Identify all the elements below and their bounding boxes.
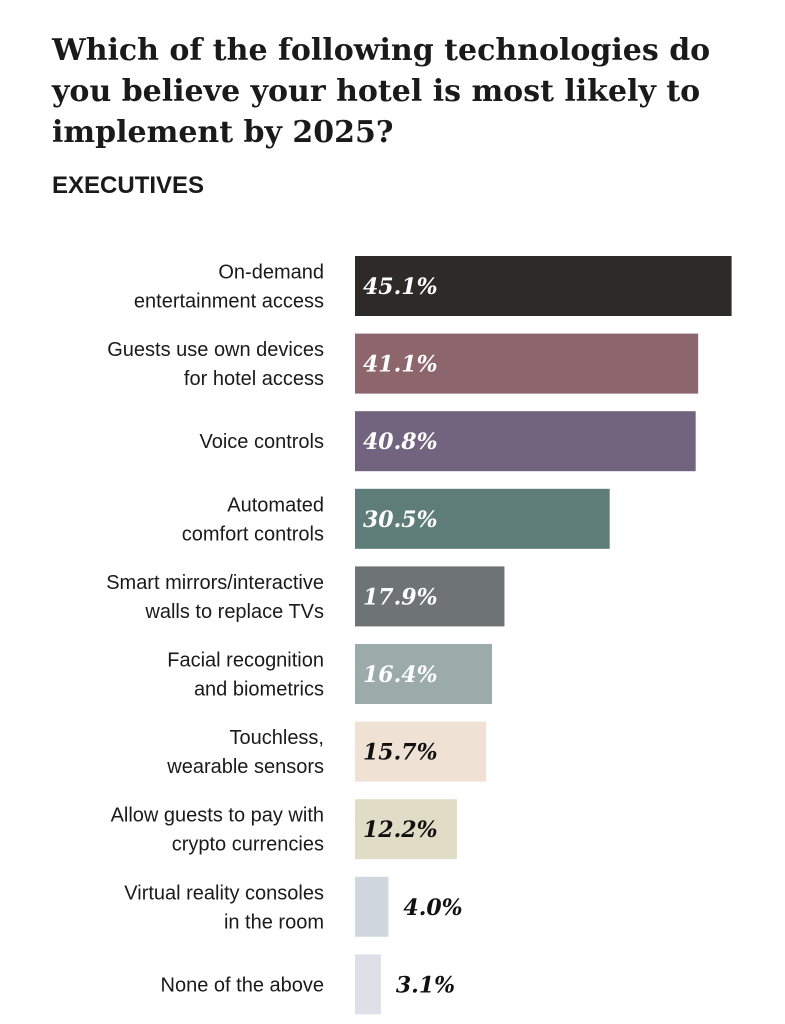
category-label: Virtual reality consoles <box>124 882 324 904</box>
bar-value-label: 16.4% <box>363 662 438 688</box>
bar <box>355 333 699 394</box>
chart-title: Which of the following technologies do y… <box>52 33 711 150</box>
category-label: in the room <box>224 911 324 933</box>
bar <box>355 876 389 937</box>
category-label: Smart mirrors/interactive <box>106 572 324 594</box>
category-label: entertainment access <box>134 291 324 313</box>
category-label: On-demand <box>218 262 324 284</box>
bar-value-label: 45.1% <box>363 274 438 300</box>
category-label: crypto currencies <box>172 834 324 856</box>
bar-value-label: 4.0% <box>403 895 462 921</box>
bar-value-label: 30.5% <box>363 507 438 533</box>
category-label: Automated <box>227 494 324 516</box>
bar-value-label: 17.9% <box>363 584 438 610</box>
category-label: walls to replace TVs <box>144 601 324 623</box>
category-label: wearable sensors <box>166 756 324 778</box>
bar <box>355 256 732 316</box>
category-label: comfort controls <box>182 523 324 545</box>
category-label: Guests use own devices <box>107 339 324 361</box>
category-label: for hotel access <box>184 368 324 390</box>
bar-value-label: 40.8% <box>363 429 438 455</box>
category-label: None of the above <box>161 974 324 996</box>
category-label: Touchless, <box>230 727 325 749</box>
bar-value-label: 41.1% <box>363 352 438 378</box>
bar-value-label: 15.7% <box>363 740 438 766</box>
bar-value-label: 12.2% <box>363 817 438 843</box>
category-label: Voice controls <box>199 431 324 453</box>
category-label: Allow guests to pay with <box>111 805 324 827</box>
chart-subtitle: EXECUTIVES <box>52 172 205 199</box>
bar <box>355 799 457 860</box>
bar <box>355 411 696 472</box>
bar-value-label: 3.1% <box>396 972 455 998</box>
bar <box>355 644 492 704</box>
category-label: and biometrics <box>194 679 324 701</box>
bar <box>355 566 505 627</box>
bar <box>355 721 487 782</box>
bar <box>355 488 610 549</box>
bar <box>355 954 381 1015</box>
category-label: Facial recognition <box>167 650 324 672</box>
